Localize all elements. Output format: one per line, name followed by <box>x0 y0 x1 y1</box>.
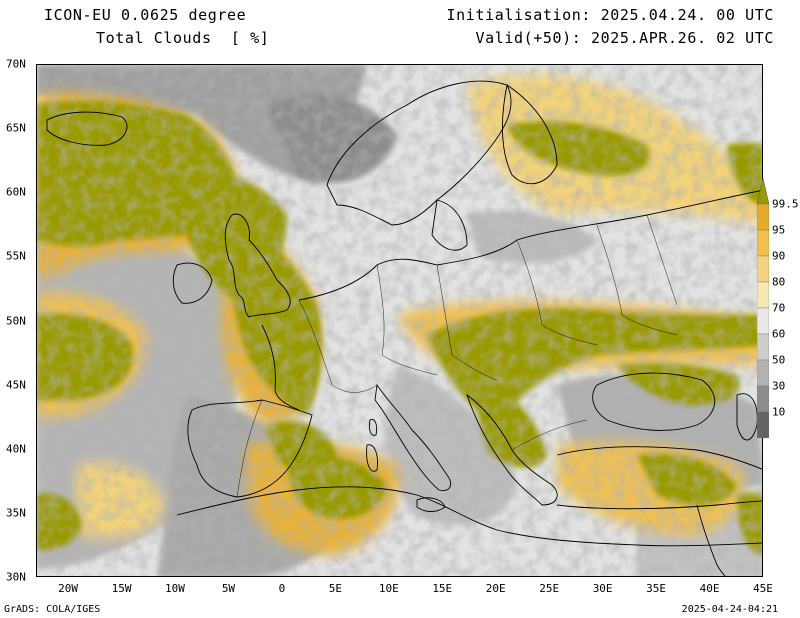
colorbar <box>757 178 769 438</box>
lat-label-35N: 35N <box>6 506 26 520</box>
lon-label-45E: 45E <box>753 582 773 595</box>
lon-label-35E: 35E <box>646 582 667 595</box>
grads-credit: GrADS: COLA/IGES <box>4 604 101 615</box>
cloud-cover-map <box>36 64 763 577</box>
country-borders <box>236 214 678 498</box>
colorbar-segment <box>757 229 769 257</box>
colorbar-label-70: 70 <box>772 301 786 315</box>
lat-label-60N: 60N <box>6 185 26 199</box>
lat-label-55N: 55N <box>6 249 26 263</box>
colorbar-segment <box>757 333 769 361</box>
coastlines <box>46 80 762 576</box>
colorbar-segment <box>757 281 769 309</box>
lon-label-15W: 15W <box>111 582 132 595</box>
colorbar-label-99.5: 99.5 <box>772 197 799 211</box>
colorbar-segment <box>757 385 769 413</box>
model-title: ICON-EU 0.0625 degree <box>44 6 247 24</box>
valid-time: Valid(+50): 2025.APR.26. 02 UTC <box>475 29 774 47</box>
lat-label-40N: 40N <box>6 442 26 456</box>
colorbar-segment <box>757 359 769 387</box>
initialisation-time: Initialisation: 2025.04.24. 00 UTC <box>446 6 774 24</box>
lat-label-45N: 45N <box>6 378 26 392</box>
colorbar-segment <box>757 307 769 335</box>
colorbar-segment <box>757 255 769 283</box>
map-canvas <box>37 65 762 576</box>
colorbar-segment <box>757 411 769 438</box>
colorbar-label-95: 95 <box>772 223 786 237</box>
parameter-title: Total Clouds [ %] <box>96 29 270 47</box>
lon-label-20E: 20E <box>485 582 506 595</box>
lat-label-30N: 30N <box>6 570 26 584</box>
lon-label-10W: 10W <box>165 582 185 595</box>
lon-label-0: 0 <box>278 582 286 595</box>
colorbar-label-80: 80 <box>772 275 786 289</box>
colorbar-label-60: 60 <box>772 327 786 341</box>
colorbar-segment <box>757 203 769 231</box>
colorbar-top-arrow <box>757 178 769 205</box>
lon-label-30E: 30E <box>592 582 613 595</box>
lon-label-20W: 20W <box>58 582 78 595</box>
lon-label-5E: 5E <box>328 582 342 595</box>
lon-label-25E: 25E <box>539 582 560 595</box>
lon-label-5W: 5W <box>221 582 236 595</box>
render-timestamp: 2025-04-24-04:21 <box>681 604 778 615</box>
lon-label-15E: 15E <box>432 582 453 595</box>
lon-label-10E: 10E <box>378 582 399 595</box>
lon-label-40E: 40E <box>699 582 720 595</box>
colorbar-label-50: 50 <box>772 353 786 367</box>
colorbar-label-30: 30 <box>772 379 786 393</box>
lat-label-50N: 50N <box>6 314 26 327</box>
lat-label-70N: 70N <box>6 57 26 71</box>
lat-label-65N: 65N <box>6 121 26 135</box>
colorbar-label-90: 90 <box>772 249 786 263</box>
colorbar-label-10: 10 <box>772 405 786 419</box>
speckle-texture <box>37 65 762 576</box>
